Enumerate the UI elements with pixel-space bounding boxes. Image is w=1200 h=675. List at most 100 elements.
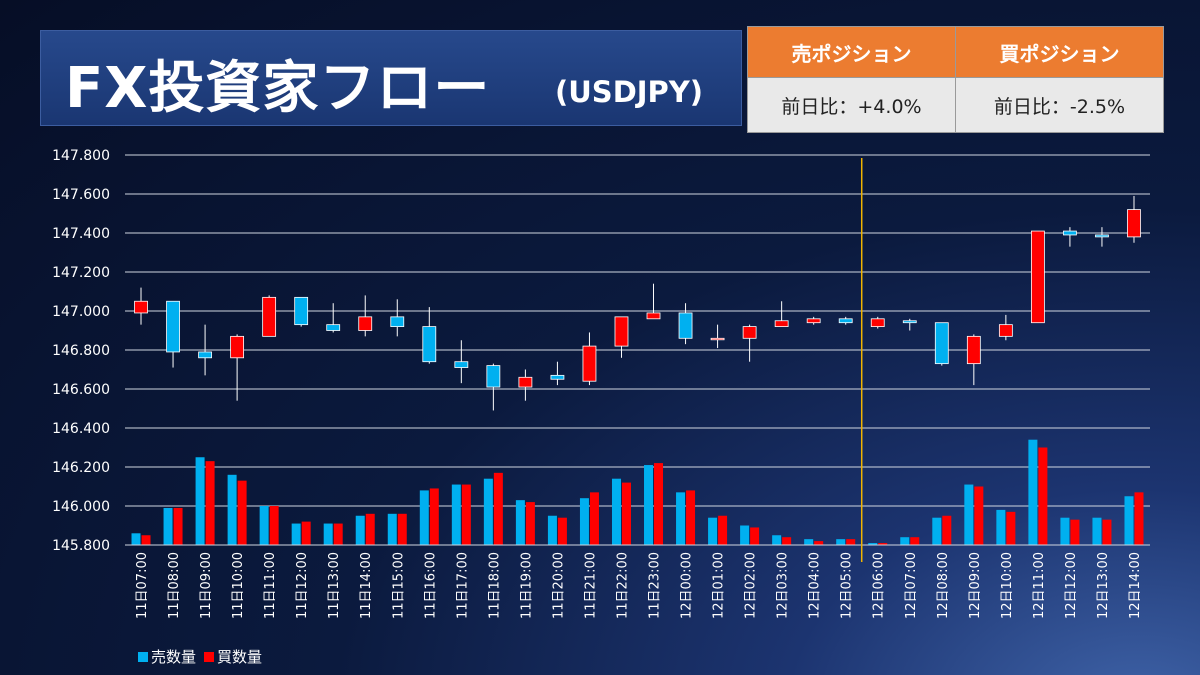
x-tick-label: 11日23:00: [648, 552, 663, 619]
sell-volume-bar: [515, 500, 525, 545]
buy-volume-bar: [141, 535, 151, 545]
sell-volume-bar: [772, 535, 782, 545]
chart-legend: 売数量 買数量: [138, 646, 266, 667]
candle-body: [230, 335, 245, 359]
sell-position-header: 売ポジション: [747, 26, 956, 78]
position-table: 売ポジション 買ポジション 前日比：+4.0% 前日比：-2.5%: [747, 26, 1164, 133]
sell-volume-bar: [387, 513, 397, 545]
x-tick-label: 11日10:00: [231, 552, 246, 619]
x-tick-label: 11日21:00: [583, 552, 598, 619]
x-tick-label: 12日14:00: [1128, 552, 1143, 619]
sell-volume-bar: [836, 539, 846, 545]
page-subtitle: (USDJPY): [555, 75, 704, 109]
y-tick-label: 147.600: [52, 187, 110, 203]
buy-volume-bar: [397, 513, 407, 545]
candle-body: [1063, 230, 1077, 236]
candle-body: [326, 324, 341, 331]
legend-label-sell: 売数量: [151, 648, 197, 666]
legend-swatch-buy: [204, 651, 215, 662]
buy-volume-bar: [525, 502, 535, 545]
sell-volume-bar: [131, 533, 141, 545]
sell-volume-bar: [227, 474, 237, 545]
y-tick-label: 146.600: [52, 382, 110, 398]
y-tick-label: 146.800: [52, 343, 110, 359]
buy-volume-bar: [878, 543, 888, 545]
title-banner: FX投資家フロー (USDJPY): [40, 30, 742, 126]
x-tick-label: 12日04:00: [808, 552, 823, 619]
buy-volume-bar: [333, 523, 343, 545]
candle-body: [998, 324, 1013, 337]
y-tick-label: 146.000: [52, 499, 110, 515]
buy-volume-bar: [910, 537, 920, 545]
buy-volume-bar: [974, 486, 984, 545]
legend-item-buy: 買数量: [204, 646, 262, 667]
candle-body: [806, 318, 821, 324]
x-tick-label: 12日05:00: [840, 552, 855, 619]
buy-volume-bar: [942, 515, 952, 545]
candle-body: [134, 300, 148, 314]
buy-volume-bar: [654, 463, 664, 545]
candle-body: [582, 345, 597, 382]
candle-body: [518, 376, 533, 388]
sell-volume-bar: [996, 509, 1006, 545]
candle-body: [774, 320, 789, 327]
candle-body: [934, 322, 949, 365]
sell-volume-bar: [676, 492, 686, 545]
buy-volume-bar: [718, 515, 728, 545]
sell-volume-bar: [291, 523, 301, 545]
sell-volume-bar: [419, 490, 429, 545]
candle-body: [358, 316, 373, 331]
buy-volume-bar: [365, 513, 375, 545]
x-tick-label: 11日07:00: [135, 552, 150, 619]
sell-volume-bar: [964, 484, 974, 545]
buy-volume-bar: [173, 507, 183, 545]
buy-volume-bar: [686, 490, 696, 545]
buy-position-change: 前日比：-2.5%: [955, 77, 1164, 133]
y-tick-label: 147.000: [52, 304, 110, 320]
buy-volume-bar: [750, 527, 760, 545]
x-tick-label: 11日13:00: [327, 552, 342, 619]
y-tick-label: 147.800: [52, 148, 110, 164]
x-tick-label: 12日07:00: [904, 552, 919, 619]
x-tick-label: 11日14:00: [359, 552, 374, 619]
candle-body: [966, 335, 981, 365]
candle-body: [870, 318, 885, 327]
buy-volume-bar: [237, 480, 247, 545]
candle-body: [422, 326, 437, 363]
candle-body: [838, 318, 853, 324]
x-tick-label: 12日08:00: [936, 552, 951, 619]
buy-volume-bar: [269, 506, 279, 545]
x-tick-label: 11日17:00: [455, 552, 470, 619]
legend-label-buy: 買数量: [217, 648, 263, 666]
sell-volume-bar: [708, 517, 718, 545]
y-tick-label: 147.200: [52, 265, 110, 281]
y-tick-label: 147.400: [52, 226, 110, 242]
x-tick-label: 12日13:00: [1096, 552, 1111, 619]
candle-body: [902, 320, 917, 324]
x-tick-label: 11日18:00: [487, 552, 502, 619]
candle-body: [294, 296, 309, 326]
sell-volume-bar: [195, 457, 205, 545]
x-tick-label: 12日10:00: [1000, 552, 1015, 619]
candle-body: [646, 312, 661, 320]
x-tick-label: 11日19:00: [519, 552, 534, 619]
candle-body: [742, 326, 757, 339]
x-tick-label: 11日11:00: [263, 552, 278, 619]
sell-volume-bar: [804, 539, 814, 545]
sell-volume-bar: [163, 507, 173, 545]
x-tick-label: 11日09:00: [199, 552, 214, 619]
candle-body: [614, 316, 629, 347]
candle-body: [198, 351, 212, 359]
x-tick-label: 11日15:00: [391, 552, 406, 619]
x-tick-label: 11日16:00: [423, 552, 438, 619]
x-tick-label: 11日12:00: [295, 552, 310, 619]
x-tick-label: 12日06:00: [872, 552, 887, 619]
candle-body: [1030, 230, 1045, 324]
buy-volume-bar: [205, 461, 215, 545]
x-tick-label: 12日02:00: [744, 552, 759, 619]
y-tick-label: 145.800: [52, 538, 110, 554]
buy-volume-bar: [461, 484, 471, 545]
x-tick-label: 11日22:00: [615, 552, 630, 619]
buy-volume-bar: [782, 537, 792, 545]
legend-swatch-sell: [138, 651, 148, 662]
